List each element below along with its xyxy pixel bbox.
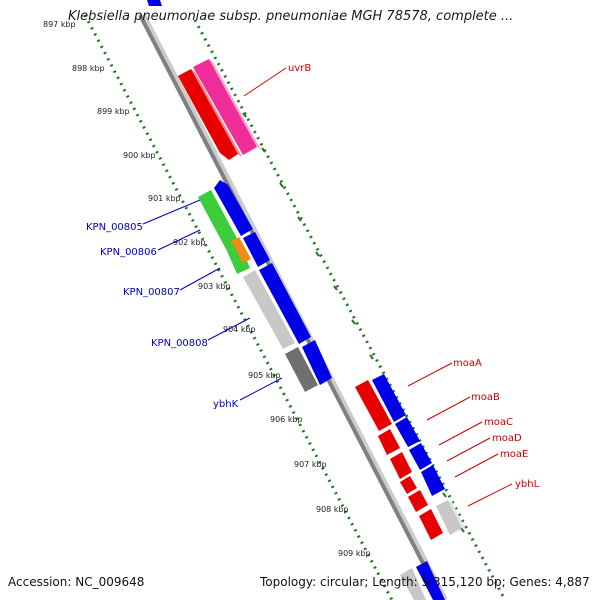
tick-label: 903 kbp	[198, 282, 231, 291]
leader-line	[438, 421, 483, 446]
gene-arrow-red-907c[interactable]	[390, 452, 412, 479]
leader-line	[467, 483, 513, 507]
gene-arrow-uvrB-shadow	[209, 59, 261, 150]
gene-arrow-red-907d[interactable]	[400, 476, 417, 494]
gene-arrow-red-907a[interactable]	[355, 380, 392, 431]
leader-line	[446, 437, 491, 462]
reverse-strand-genes	[178, 69, 443, 600]
gene-arrow-ybhL[interactable]	[436, 500, 462, 535]
gene-label-moaB[interactable]: moaB	[471, 392, 500, 403]
leader-line	[407, 362, 453, 387]
tick-label: 904 kbp	[223, 325, 256, 334]
gene-arrow-blue-905[interactable]	[302, 340, 332, 385]
forward-strand-genes	[147, 0, 466, 600]
leader-line	[207, 317, 251, 341]
leader-line	[157, 229, 201, 251]
gene-arrow-moaC[interactable]	[409, 443, 432, 470]
tick-label: 908 kbp	[316, 505, 349, 514]
gene-label-moaD[interactable]: moaD	[492, 433, 522, 444]
gene-arrow-red-898[interactable]	[178, 69, 238, 160]
gene-arrow-KPN_00805b[interactable]	[227, 244, 250, 274]
gene-arrow-blue-902[interactable]	[243, 232, 270, 267]
gene-label-KPN_00808[interactable]: KPN_00808	[151, 338, 208, 349]
leader-line	[239, 377, 283, 401]
gene-arrow-KPN_00808[interactable]	[285, 347, 318, 392]
gene-label-moaE[interactable]: moaE	[500, 449, 528, 460]
gene-arrow-red-898-edge	[191, 69, 242, 157]
leader-line	[179, 267, 221, 291]
position-track	[83, 14, 394, 600]
outer-boundary-track	[193, 19, 507, 600]
forward-labels	[243, 67, 513, 507]
gene-arrow-partial[interactable]	[147, 0, 162, 6]
gene-arrow-moaE[interactable]	[421, 465, 445, 496]
tick-label: 899 kbp	[97, 107, 130, 116]
tick-label: 907 kbp	[294, 460, 327, 469]
gene-label-KPN_00806[interactable]: KPN_00806	[100, 247, 157, 258]
leader-line	[142, 199, 201, 225]
accession-text: Accession: NC_009648	[8, 575, 145, 589]
gene-arrow-KPN_00806[interactable]	[231, 237, 251, 263]
gene-arrow-moaB[interactable]	[395, 417, 420, 447]
gene-label-KPN_00805[interactable]: KPN_00805	[86, 222, 143, 233]
map-title: Klebsiella pneumoniae subsp. pneumoniae …	[68, 9, 514, 24]
gene-arrow-partial-bottom[interactable]	[416, 561, 445, 600]
gene-label-ybhK[interactable]: ybhK	[213, 399, 239, 410]
gene-arrow-red-908[interactable]	[419, 509, 443, 540]
gene-label-moaA[interactable]: moaA	[453, 358, 482, 369]
gene-arrow-red-907b[interactable]	[378, 429, 400, 455]
tick-label: 901 kbp	[148, 194, 181, 203]
gene-arrow-KPN_00805[interactable]	[198, 190, 240, 251]
tick-label: 898 kbp	[72, 64, 105, 73]
gene-arrow-uvrB[interactable]	[193, 59, 257, 155]
reverse-labels	[142, 199, 283, 401]
gene-arrow-blue-903[interactable]	[259, 263, 311, 344]
tick-label: 900 kbp	[123, 151, 156, 160]
gene-arrow-KPN_00807[interactable]	[243, 270, 295, 349]
tick-label: 902 kbp	[173, 238, 206, 247]
gene-label-moaC[interactable]: moaC	[484, 417, 513, 428]
tick-label: 897 kbp	[43, 20, 76, 29]
gene-label-ybhL[interactable]: ybhL	[515, 479, 540, 490]
tick-label: 909 kbp	[338, 549, 371, 558]
gene-label-KPN_00807[interactable]: KPN_00807	[123, 287, 180, 298]
leader-line	[426, 396, 471, 421]
leader-line	[243, 67, 287, 97]
gene-arrow-moaA[interactable]	[372, 374, 406, 422]
leader-line	[454, 453, 499, 478]
gene-label-uvrB[interactable]: uvrB	[288, 63, 311, 74]
tick-label: 905 kbp	[248, 371, 281, 380]
gene-arrow-gray-partial[interactable]	[400, 568, 426, 600]
tick-label: 906 kbp	[270, 415, 303, 424]
tick-labels: 897 kbp 898 kbp 899 kbp 900 kbp 901 kbp …	[43, 20, 371, 558]
genome-summary-text: Topology: circular; Length: 5,315,120 bp…	[260, 575, 590, 589]
gene-arrow-ybhL-edge	[448, 500, 466, 530]
gene-arrow-blue-901[interactable]	[214, 180, 253, 236]
gene-arrow-red-907e[interactable]	[408, 490, 428, 512]
